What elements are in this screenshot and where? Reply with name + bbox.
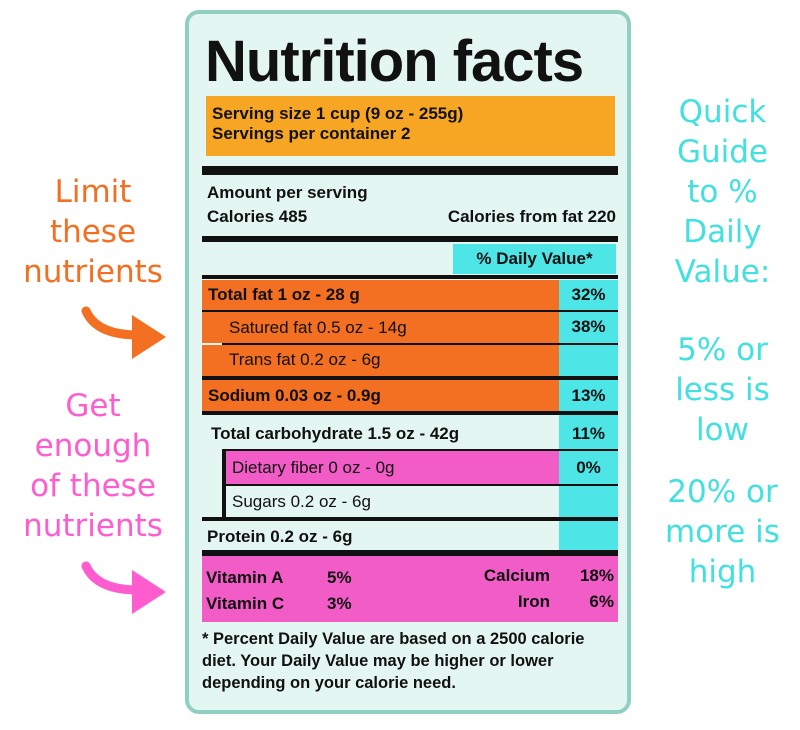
guide-high: 20% or more is high: [650, 472, 795, 592]
get-enough-note: Get enough of these nutrients: [8, 386, 178, 546]
vitamins-box: [202, 556, 618, 622]
nutrient-dv: 11%: [559, 415, 618, 449]
vitamin-a-pct: 5%: [327, 568, 352, 587]
guide-line: to %: [687, 174, 758, 210]
nutrient-name: Total carbohydrate 1.5 oz - 42g: [211, 424, 460, 443]
nutrient-dv: [559, 486, 618, 517]
guide-line: Daily: [683, 214, 762, 250]
limit-note: Limit these nutrients: [8, 172, 178, 292]
nutrient-dv: 32%: [559, 280, 618, 310]
get-enough-arrow-icon: [81, 561, 166, 614]
guide-line: high: [688, 554, 757, 590]
guide-line: Quick: [678, 94, 767, 130]
nutrient-row-total-fat: [202, 280, 559, 310]
calories-from-fat: Calories from fat 220: [447, 207, 616, 226]
limit-note-line: these: [49, 214, 137, 250]
nutrient-name: Sodium 0.03 oz - 0.9g: [208, 386, 381, 405]
vitamin-c-pct: 3%: [327, 594, 352, 613]
iron-label: Iron: [517, 592, 550, 611]
daily-value-header: % Daily Value*: [453, 244, 616, 274]
dv-header-divider: [202, 275, 618, 279]
nutrient-name: Total fat 1 oz - 28 g: [208, 285, 360, 304]
calcium-pct: 18%: [579, 566, 614, 585]
nutrient-dv: [559, 345, 618, 376]
row-divider: [202, 376, 618, 380]
nutrient-name: Protein 0.2 oz - 6g: [207, 527, 353, 546]
servings-per-container: Servings per container 2: [212, 124, 411, 143]
nutrient-row-saturated-fat: [202, 312, 559, 343]
nutrient-dv: 0%: [559, 451, 618, 484]
quick-guide-heading: Quick Guide to % Daily Value:: [650, 92, 795, 292]
calories: Calories 485: [207, 207, 308, 226]
protein-divider: [202, 550, 618, 557]
row-divider: [202, 517, 618, 521]
get-enough-note-line: enough: [34, 428, 152, 464]
guide-line: 5% or: [677, 332, 768, 368]
serving-size: Serving size 1 cup (9 oz - 255g): [212, 104, 464, 123]
guide-line: less is: [675, 372, 770, 408]
nutrient-dv: [559, 521, 618, 550]
guide-line: 20% or: [667, 474, 778, 510]
get-enough-note-line: of these: [30, 468, 156, 504]
get-enough-note-line: Get: [65, 388, 121, 424]
row-divider: [222, 449, 618, 451]
amount-per-serving: Amount per serving: [207, 183, 368, 202]
guide-line: more is: [665, 514, 780, 550]
calories-divider: [202, 236, 618, 242]
get-enough-note-line: nutrients: [23, 508, 163, 544]
limit-note-line: Limit: [54, 174, 132, 210]
guide-line: Guide: [676, 134, 769, 170]
row-divider: [222, 343, 618, 345]
title-divider: [202, 166, 618, 175]
label-title: Nutrition facts: [205, 29, 584, 94]
nutrient-name: Trans fat 0.2 oz - 6g: [229, 350, 381, 369]
nutrient-name: Dietary fiber 0 oz - 0g: [232, 458, 395, 477]
guide-line: Value:: [674, 254, 771, 290]
row-divider: [202, 310, 618, 312]
nutrient-row-sodium: [202, 380, 559, 411]
row-divider: [222, 484, 618, 486]
vitamin-c-label: Vitamin C: [206, 594, 285, 613]
footnote: * Percent Daily Value are based on a 250…: [202, 630, 585, 692]
guide-low: 5% or less is low: [650, 330, 795, 450]
nutrient-dv: 38%: [559, 312, 618, 343]
nutrient-row-dietary-fiber: [226, 451, 559, 484]
limit-arrow-icon: [81, 306, 166, 359]
guide-line: low: [696, 412, 749, 448]
nutrient-row-trans-fat: [202, 345, 559, 376]
iron-pct: 6%: [589, 592, 614, 611]
vitamin-a-label: Vitamin A: [206, 568, 284, 587]
nutrient-name: Satured fat 0.5 oz - 14g: [229, 318, 407, 337]
serving-info-box: Serving size 1 cup (9 oz - 255g) Serving…: [206, 96, 615, 156]
nutrient-dv: 13%: [559, 380, 618, 411]
row-divider: [202, 411, 618, 415]
nutrient-name: Sugars 0.2 oz - 6g: [232, 492, 371, 511]
limit-note-line: nutrients: [23, 254, 163, 290]
calcium-label: Calcium: [483, 566, 550, 585]
